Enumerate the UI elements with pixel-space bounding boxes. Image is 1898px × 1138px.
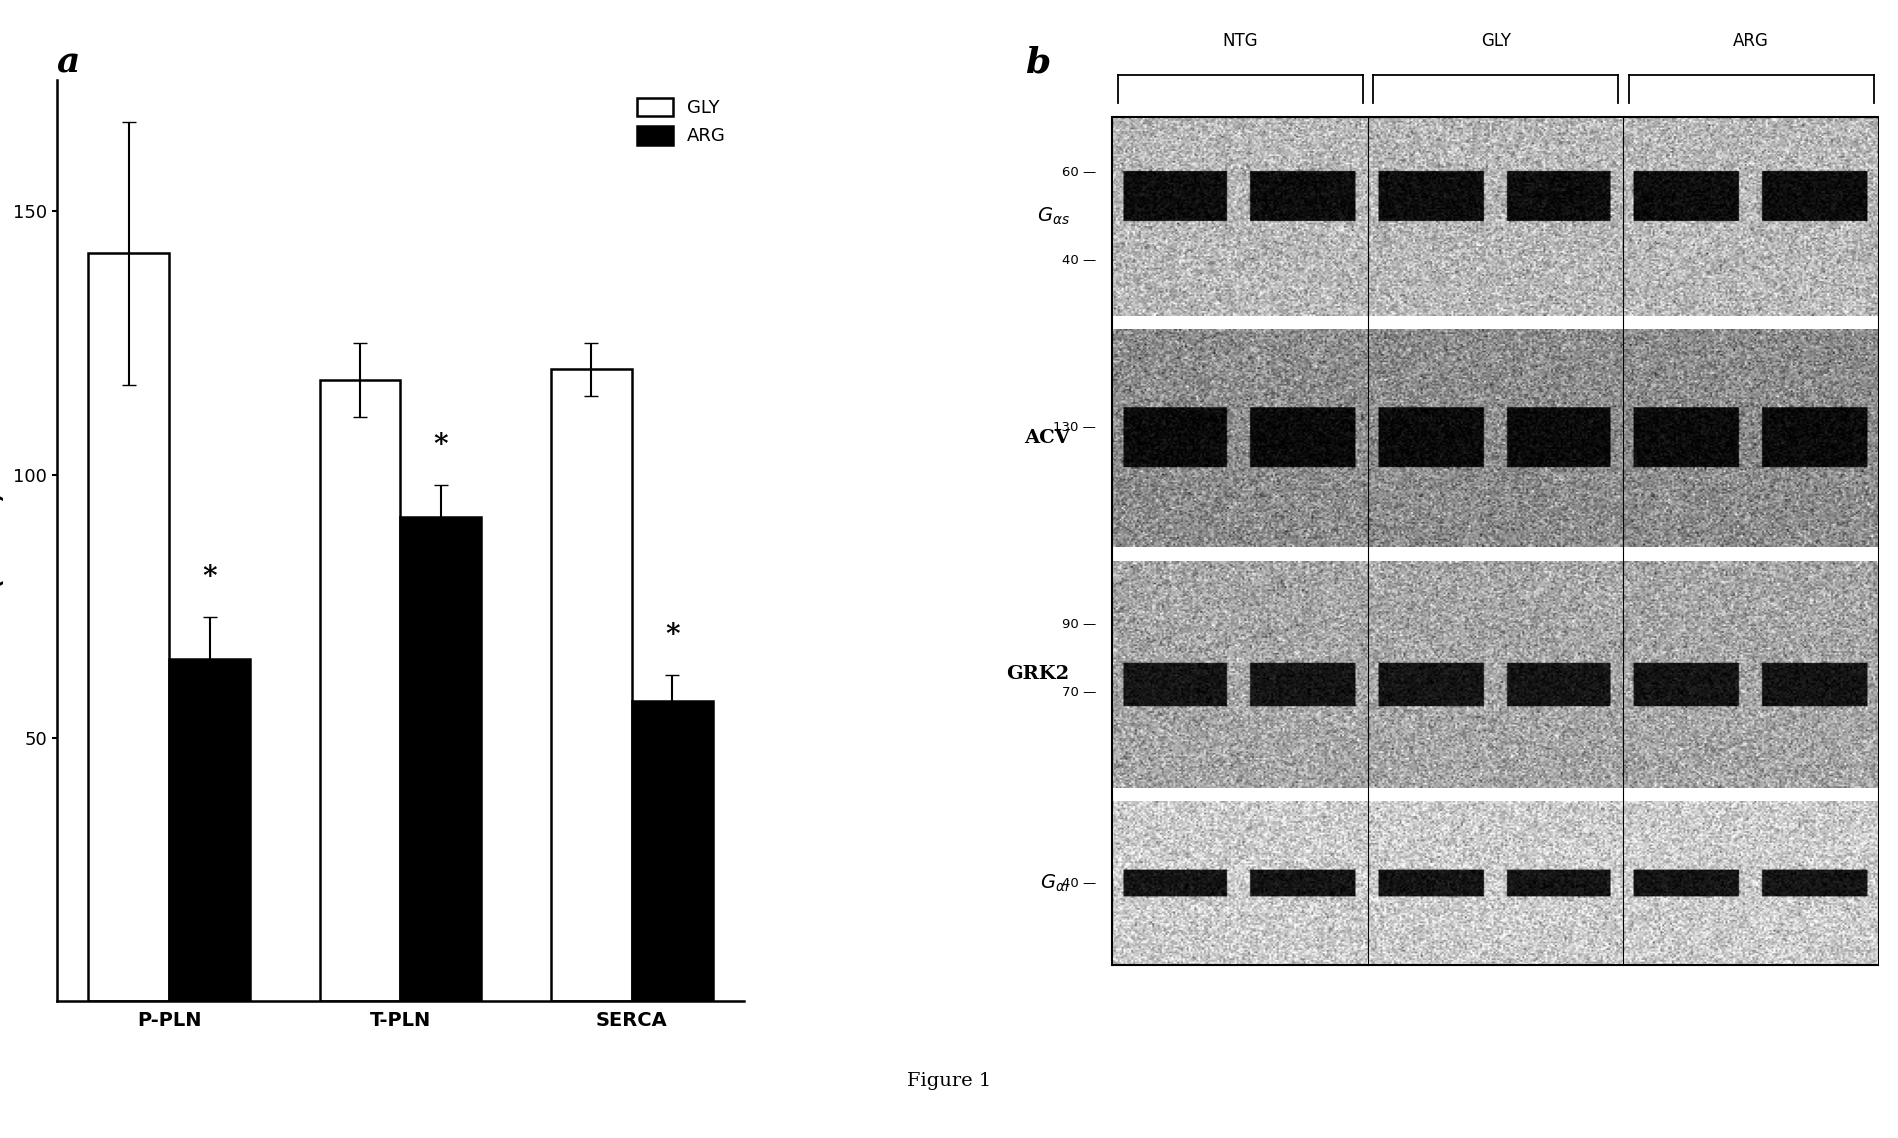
Bar	[319, 380, 400, 1001]
Text: GRK2: GRK2	[1006, 666, 1070, 683]
Y-axis label: Protein Expression
(% NTG): Protein Expression (% NTG)	[0, 429, 6, 652]
Text: $G_{\alpha i}$: $G_{\alpha i}$	[1040, 873, 1070, 893]
Text: *: *	[433, 432, 448, 459]
Text: 40 —: 40 —	[1063, 254, 1097, 266]
Text: ARG: ARG	[1733, 32, 1769, 50]
Text: *: *	[664, 621, 679, 649]
Bar	[169, 659, 251, 1001]
Text: 40 —: 40 —	[1063, 876, 1097, 890]
Text: a: a	[57, 46, 80, 80]
Text: *: *	[203, 563, 216, 591]
Text: ACV: ACV	[1023, 429, 1070, 447]
Bar	[632, 701, 714, 1001]
Text: NTG: NTG	[1222, 32, 1258, 50]
Text: Figure 1: Figure 1	[907, 1072, 991, 1090]
Text: 90 —: 90 —	[1063, 618, 1097, 630]
Text: b: b	[1025, 46, 1050, 80]
Text: 130 —: 130 —	[1053, 421, 1097, 434]
Text: $G_{\alpha s}$: $G_{\alpha s}$	[1036, 206, 1070, 226]
Text: 60 —: 60 —	[1063, 166, 1097, 179]
Bar	[400, 517, 482, 1001]
Text: 70 —: 70 —	[1061, 686, 1097, 699]
Legend: GLY, ARG: GLY, ARG	[628, 89, 735, 155]
Bar	[87, 254, 169, 1001]
Text: GLY: GLY	[1480, 32, 1511, 50]
Bar	[550, 370, 632, 1001]
Bar	[1112, 116, 1879, 965]
